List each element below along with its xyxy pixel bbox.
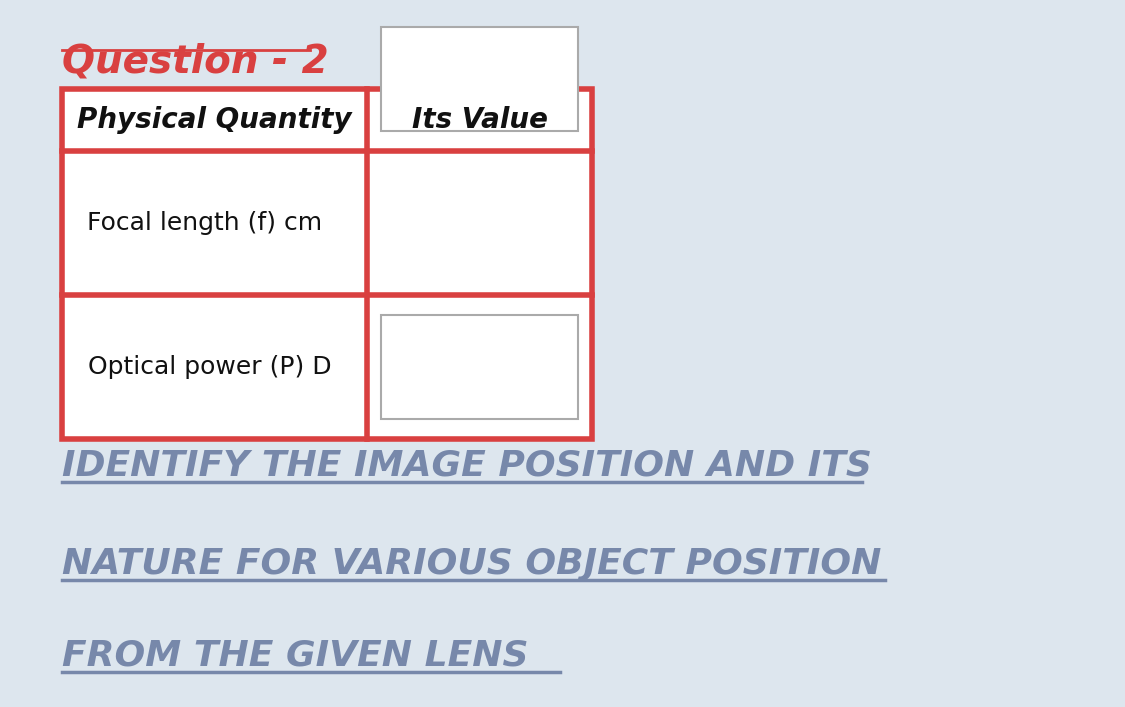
Bar — [381, 27, 578, 131]
Text: Focal length (f) cm: Focal length (f) cm — [87, 211, 322, 235]
Text: Question - 2: Question - 2 — [62, 42, 328, 80]
Bar — [381, 315, 578, 419]
Text: Its Value: Its Value — [412, 106, 548, 134]
Text: Optical power (P) D: Optical power (P) D — [88, 355, 332, 379]
Bar — [62, 89, 592, 439]
Text: IDENTIFY THE IMAGE POSITION AND ITS: IDENTIFY THE IMAGE POSITION AND ITS — [62, 449, 872, 483]
Text: FROM THE GIVEN LENS: FROM THE GIVEN LENS — [62, 639, 529, 673]
Text: NATURE FOR VARIOUS OBJECT POSITION: NATURE FOR VARIOUS OBJECT POSITION — [62, 547, 881, 581]
Text: Physical Quantity: Physical Quantity — [78, 106, 352, 134]
